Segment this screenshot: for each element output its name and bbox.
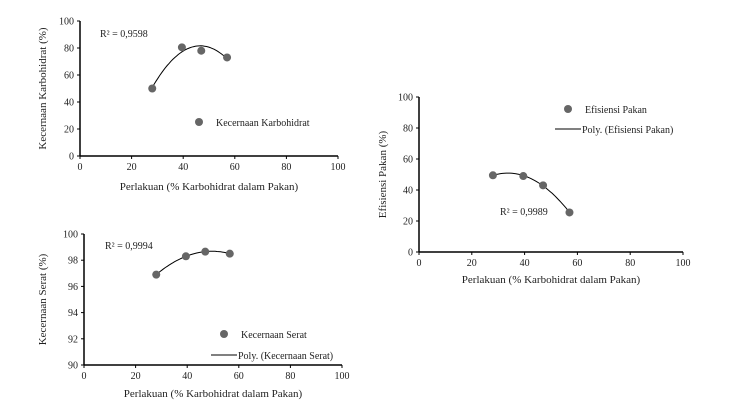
x-tick-label: 60	[572, 258, 582, 269]
data-point	[148, 84, 157, 93]
y-tick-label: 98	[68, 256, 78, 267]
x-tick-label: 60	[230, 162, 240, 173]
x-tick-label: 100	[335, 371, 350, 382]
trendline	[155, 250, 230, 275]
legend-marker	[195, 118, 203, 126]
x-tick-label: 80	[281, 162, 291, 173]
y-tick-label: 100	[398, 93, 413, 104]
x-tick-label: 20	[131, 371, 141, 382]
legend-label: Poly. (Kecernaan Serat)	[238, 351, 333, 362]
x-tick-label: 40	[182, 371, 192, 382]
legend-label: Efisiensi Pakan	[585, 105, 647, 116]
y-tick-label: 94	[68, 308, 78, 319]
x-axis-label: Perlakuan (% Karbohidrat dalam Pakan)	[120, 181, 299, 193]
y-axis-label: Efisiensi Pakan (%)	[377, 130, 389, 218]
x-tick-label: 20	[467, 258, 477, 269]
y-tick-label: 90	[68, 361, 78, 372]
y-tick-label: 40	[64, 98, 74, 109]
data-point	[223, 53, 232, 62]
x-tick-label: 20	[127, 162, 137, 173]
x-tick-label: 40	[178, 162, 188, 173]
x-tick-label: 60	[234, 371, 244, 382]
data-point	[152, 270, 161, 279]
data-point	[565, 208, 574, 217]
y-tick-label: 0	[69, 152, 74, 163]
x-tick-label: 40	[520, 258, 530, 269]
y-tick-label: 100	[63, 230, 78, 241]
trendline	[492, 172, 570, 213]
legend-marker	[220, 330, 228, 338]
x-tick-label: 0	[417, 258, 422, 269]
x-tick-label: 80	[625, 258, 635, 269]
y-tick-label: 40	[403, 186, 413, 197]
data-point	[539, 181, 548, 190]
x-tick-label: 0	[82, 371, 87, 382]
legend-label: Kecernaan Karbohidrat	[216, 118, 310, 129]
data-point	[519, 172, 528, 181]
r-squared-label: R² = 0,9598	[100, 29, 148, 40]
x-axis-label: Perlakuan (% Karbohidrat dalam Pakan)	[462, 274, 641, 286]
y-tick-label: 100	[59, 17, 74, 28]
trendline	[151, 45, 228, 88]
r-squared-label: R² = 0,9994	[105, 241, 153, 252]
data-point	[181, 252, 190, 261]
x-tick-label: 80	[285, 371, 295, 382]
x-tick-label: 100	[331, 162, 346, 173]
x-axis-label: Perlakuan (% Karbohidrat dalam Pakan)	[124, 388, 303, 400]
data-point	[201, 247, 210, 256]
data-point	[225, 249, 234, 258]
y-tick-label: 20	[64, 125, 74, 136]
y-tick-label: 60	[403, 155, 413, 166]
y-axis-label: Kecernaan Karbohidrat (%)	[37, 27, 49, 149]
data-point	[197, 46, 206, 55]
x-tick-label: 100	[676, 258, 691, 269]
y-tick-label: 92	[68, 334, 78, 345]
y-tick-label: 80	[64, 44, 74, 55]
y-tick-label: 20	[403, 217, 413, 228]
y-tick-label: 0	[408, 248, 413, 259]
r-squared-label: R² = 0,9989	[500, 207, 548, 218]
y-tick-label: 96	[68, 282, 78, 293]
legend-marker	[564, 105, 572, 113]
y-tick-label: 60	[64, 71, 74, 82]
data-point	[488, 171, 497, 180]
legend-label: Kecernaan Serat	[241, 330, 307, 341]
legend-label: Poly. (Efisiensi Pakan)	[582, 125, 673, 136]
y-tick-label: 80	[403, 124, 413, 135]
y-axis-label: Kecernaan Serat (%)	[37, 253, 49, 345]
data-point	[177, 43, 186, 52]
x-tick-label: 0	[78, 162, 83, 173]
